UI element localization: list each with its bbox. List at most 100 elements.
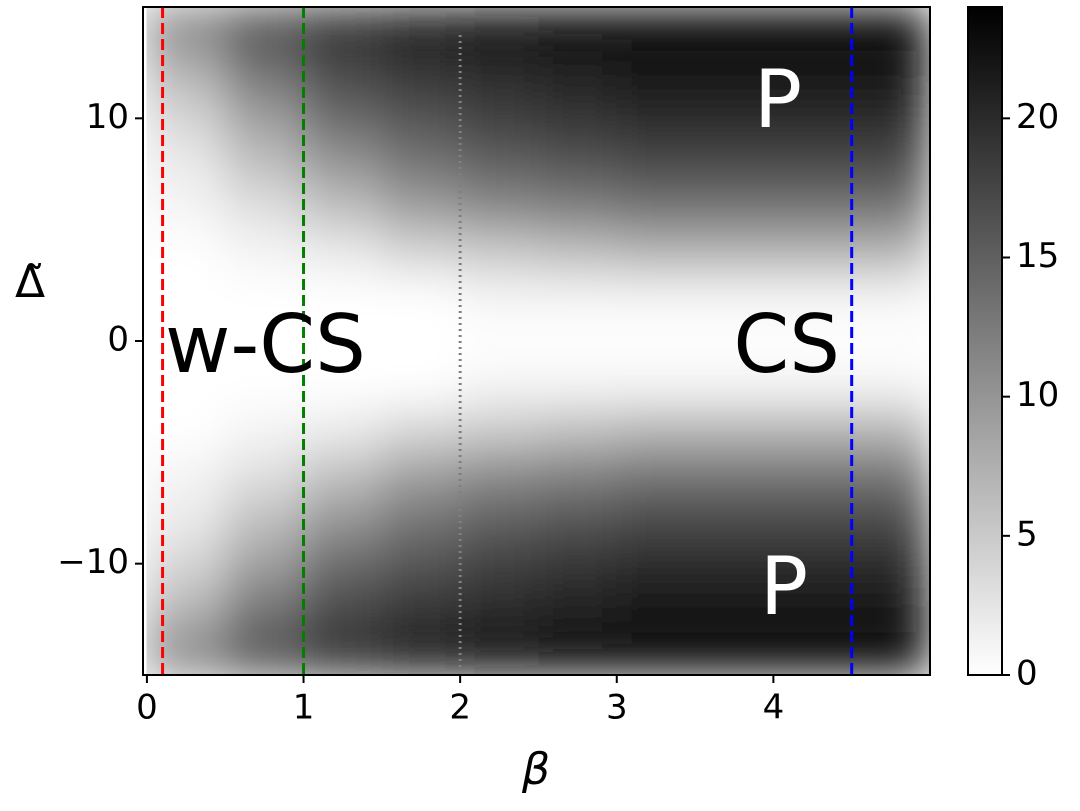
heat-cell [303, 185, 383, 231]
heat-cell [773, 274, 853, 320]
colorbar-tick-label: 20 [1016, 97, 1059, 137]
heat-cell [773, 140, 853, 186]
heat-cell [851, 185, 930, 231]
heat-cell [460, 51, 539, 97]
heat-cell [460, 630, 539, 675]
heat-cell [616, 274, 696, 320]
heat-cell [538, 140, 618, 186]
heat-cell [616, 7, 696, 53]
heat-cell [773, 541, 853, 587]
heat-cell [146, 630, 226, 675]
heat-cell [381, 274, 461, 320]
heat-cell [381, 318, 461, 364]
heat-cell [381, 541, 461, 587]
heat-cell [851, 229, 930, 275]
heat-cell [695, 7, 774, 53]
annotation: w-CS [165, 298, 366, 391]
heat-cell [381, 407, 461, 453]
heat-cell [773, 185, 853, 231]
heat-cell [381, 140, 461, 186]
heat-cell [851, 140, 930, 186]
heat-cell [695, 496, 774, 542]
heat-cell [225, 229, 305, 275]
annotation: P [760, 540, 808, 633]
heat-cell [851, 452, 930, 498]
annotation: P [754, 53, 802, 146]
annotation: CS [733, 298, 840, 391]
heat-cell [616, 585, 696, 631]
heat-cell [225, 407, 305, 453]
heat-cell [773, 496, 853, 542]
colorbar-tick-label: 15 [1016, 236, 1059, 276]
heat-cell [381, 496, 461, 542]
heat-cell [538, 585, 618, 631]
heat-cell [616, 96, 696, 142]
heat-cell [460, 229, 539, 275]
heat-cell [225, 541, 305, 587]
heat-cell [538, 630, 618, 675]
heat-cell [381, 229, 461, 275]
heat-cell [303, 452, 383, 498]
heat-cell [460, 185, 539, 231]
heat-cell [851, 274, 930, 320]
heat-cell [303, 51, 383, 97]
x-tick-label: 0 [136, 688, 158, 728]
heat-cell [695, 185, 774, 231]
heat-cell [695, 541, 774, 587]
x-axis-label: β [521, 744, 550, 795]
heat-cell [225, 185, 305, 231]
heat-cell [695, 318, 774, 364]
heat-cell [303, 407, 383, 453]
heat-cell [538, 51, 618, 97]
heat-cell [303, 363, 383, 409]
heat-cell [538, 185, 618, 231]
heat-cell [225, 630, 305, 675]
heat-cell [146, 541, 226, 587]
heat-cell [303, 96, 383, 142]
heat-cell [616, 630, 696, 675]
heat-cell [146, 363, 226, 409]
heat-cell [773, 585, 853, 631]
heat-cell [225, 7, 305, 53]
heat-cell [460, 496, 539, 542]
heat-cell [381, 7, 461, 53]
heat-cell [146, 140, 226, 186]
heat-cell [146, 185, 226, 231]
heat-cell [616, 140, 696, 186]
heat-cell [616, 51, 696, 97]
heat-cell [851, 363, 930, 409]
heat-cell [538, 452, 618, 498]
heat-cell [225, 318, 305, 364]
heat-cell [303, 541, 383, 587]
heat-cell [460, 274, 539, 320]
heat-cell [225, 274, 305, 320]
heat-cell [695, 274, 774, 320]
heat-cell [695, 452, 774, 498]
colorbar-tick-label: 5 [1016, 514, 1038, 554]
heat-cell [146, 496, 226, 542]
heat-cell [146, 274, 226, 320]
heat-cell [616, 229, 696, 275]
colorbar-tick-label: 0 [1016, 654, 1038, 694]
heat-cell [851, 51, 930, 97]
heat-cell [303, 496, 383, 542]
heat-cell [538, 496, 618, 542]
heat-cell [695, 229, 774, 275]
heat-cell [460, 96, 539, 142]
heat-cell [538, 96, 618, 142]
heat-cell [538, 363, 618, 409]
heat-cell [381, 185, 461, 231]
heat-cell [695, 140, 774, 186]
heat-cell [303, 630, 383, 675]
y-tick-label: 10 [86, 97, 129, 137]
heat-cell [616, 541, 696, 587]
heat-cell [851, 496, 930, 542]
heat-cell [695, 51, 774, 97]
heat-cell [146, 407, 226, 453]
heat-cell [773, 96, 853, 142]
heat-cell [225, 363, 305, 409]
heat-cell [616, 452, 696, 498]
y-tick-label: −10 [57, 542, 129, 582]
y-axis-label: Δ̃ [15, 257, 45, 308]
